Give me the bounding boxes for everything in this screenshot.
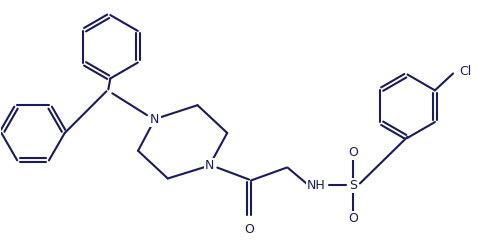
Text: Cl: Cl	[459, 65, 471, 78]
Text: S: S	[349, 179, 357, 192]
Text: O: O	[244, 223, 254, 236]
Text: O: O	[348, 146, 358, 159]
Text: N: N	[150, 113, 159, 125]
Text: NH: NH	[307, 179, 326, 192]
Text: O: O	[348, 212, 358, 225]
Text: N: N	[205, 159, 214, 172]
